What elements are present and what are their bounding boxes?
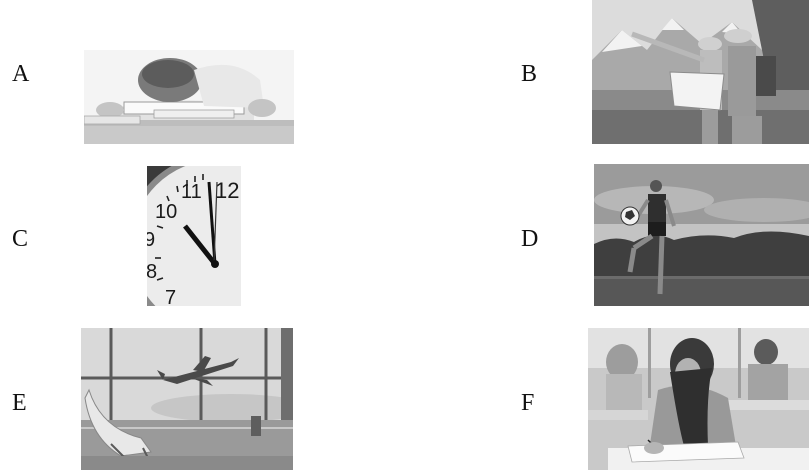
clock-numeral-12: 12 (215, 178, 239, 203)
option-letter-f: F (521, 390, 535, 416)
option-letter-b: B (521, 61, 538, 87)
clock-numeral-7: 7 (165, 287, 176, 306)
photo-airport-airplane (81, 328, 293, 470)
photo-wall-clock: 12 11 10 9 8 7 (147, 166, 241, 306)
photo-student-sleeping (84, 50, 294, 144)
option-letter-a: A (12, 61, 30, 87)
clock-numeral-8: 8 (147, 261, 157, 283)
clock-numeral-10: 10 (155, 201, 177, 223)
option-letter-e: E (12, 390, 27, 416)
photo-hikers-map (592, 0, 809, 144)
clock-numeral-11: 11 (181, 181, 202, 203)
photo-soccer-player (594, 164, 809, 306)
photo-student-exam (588, 328, 809, 470)
clock-numeral-9: 9 (147, 229, 155, 251)
option-letter-c: C (12, 226, 29, 252)
option-letter-d: D (521, 226, 539, 252)
